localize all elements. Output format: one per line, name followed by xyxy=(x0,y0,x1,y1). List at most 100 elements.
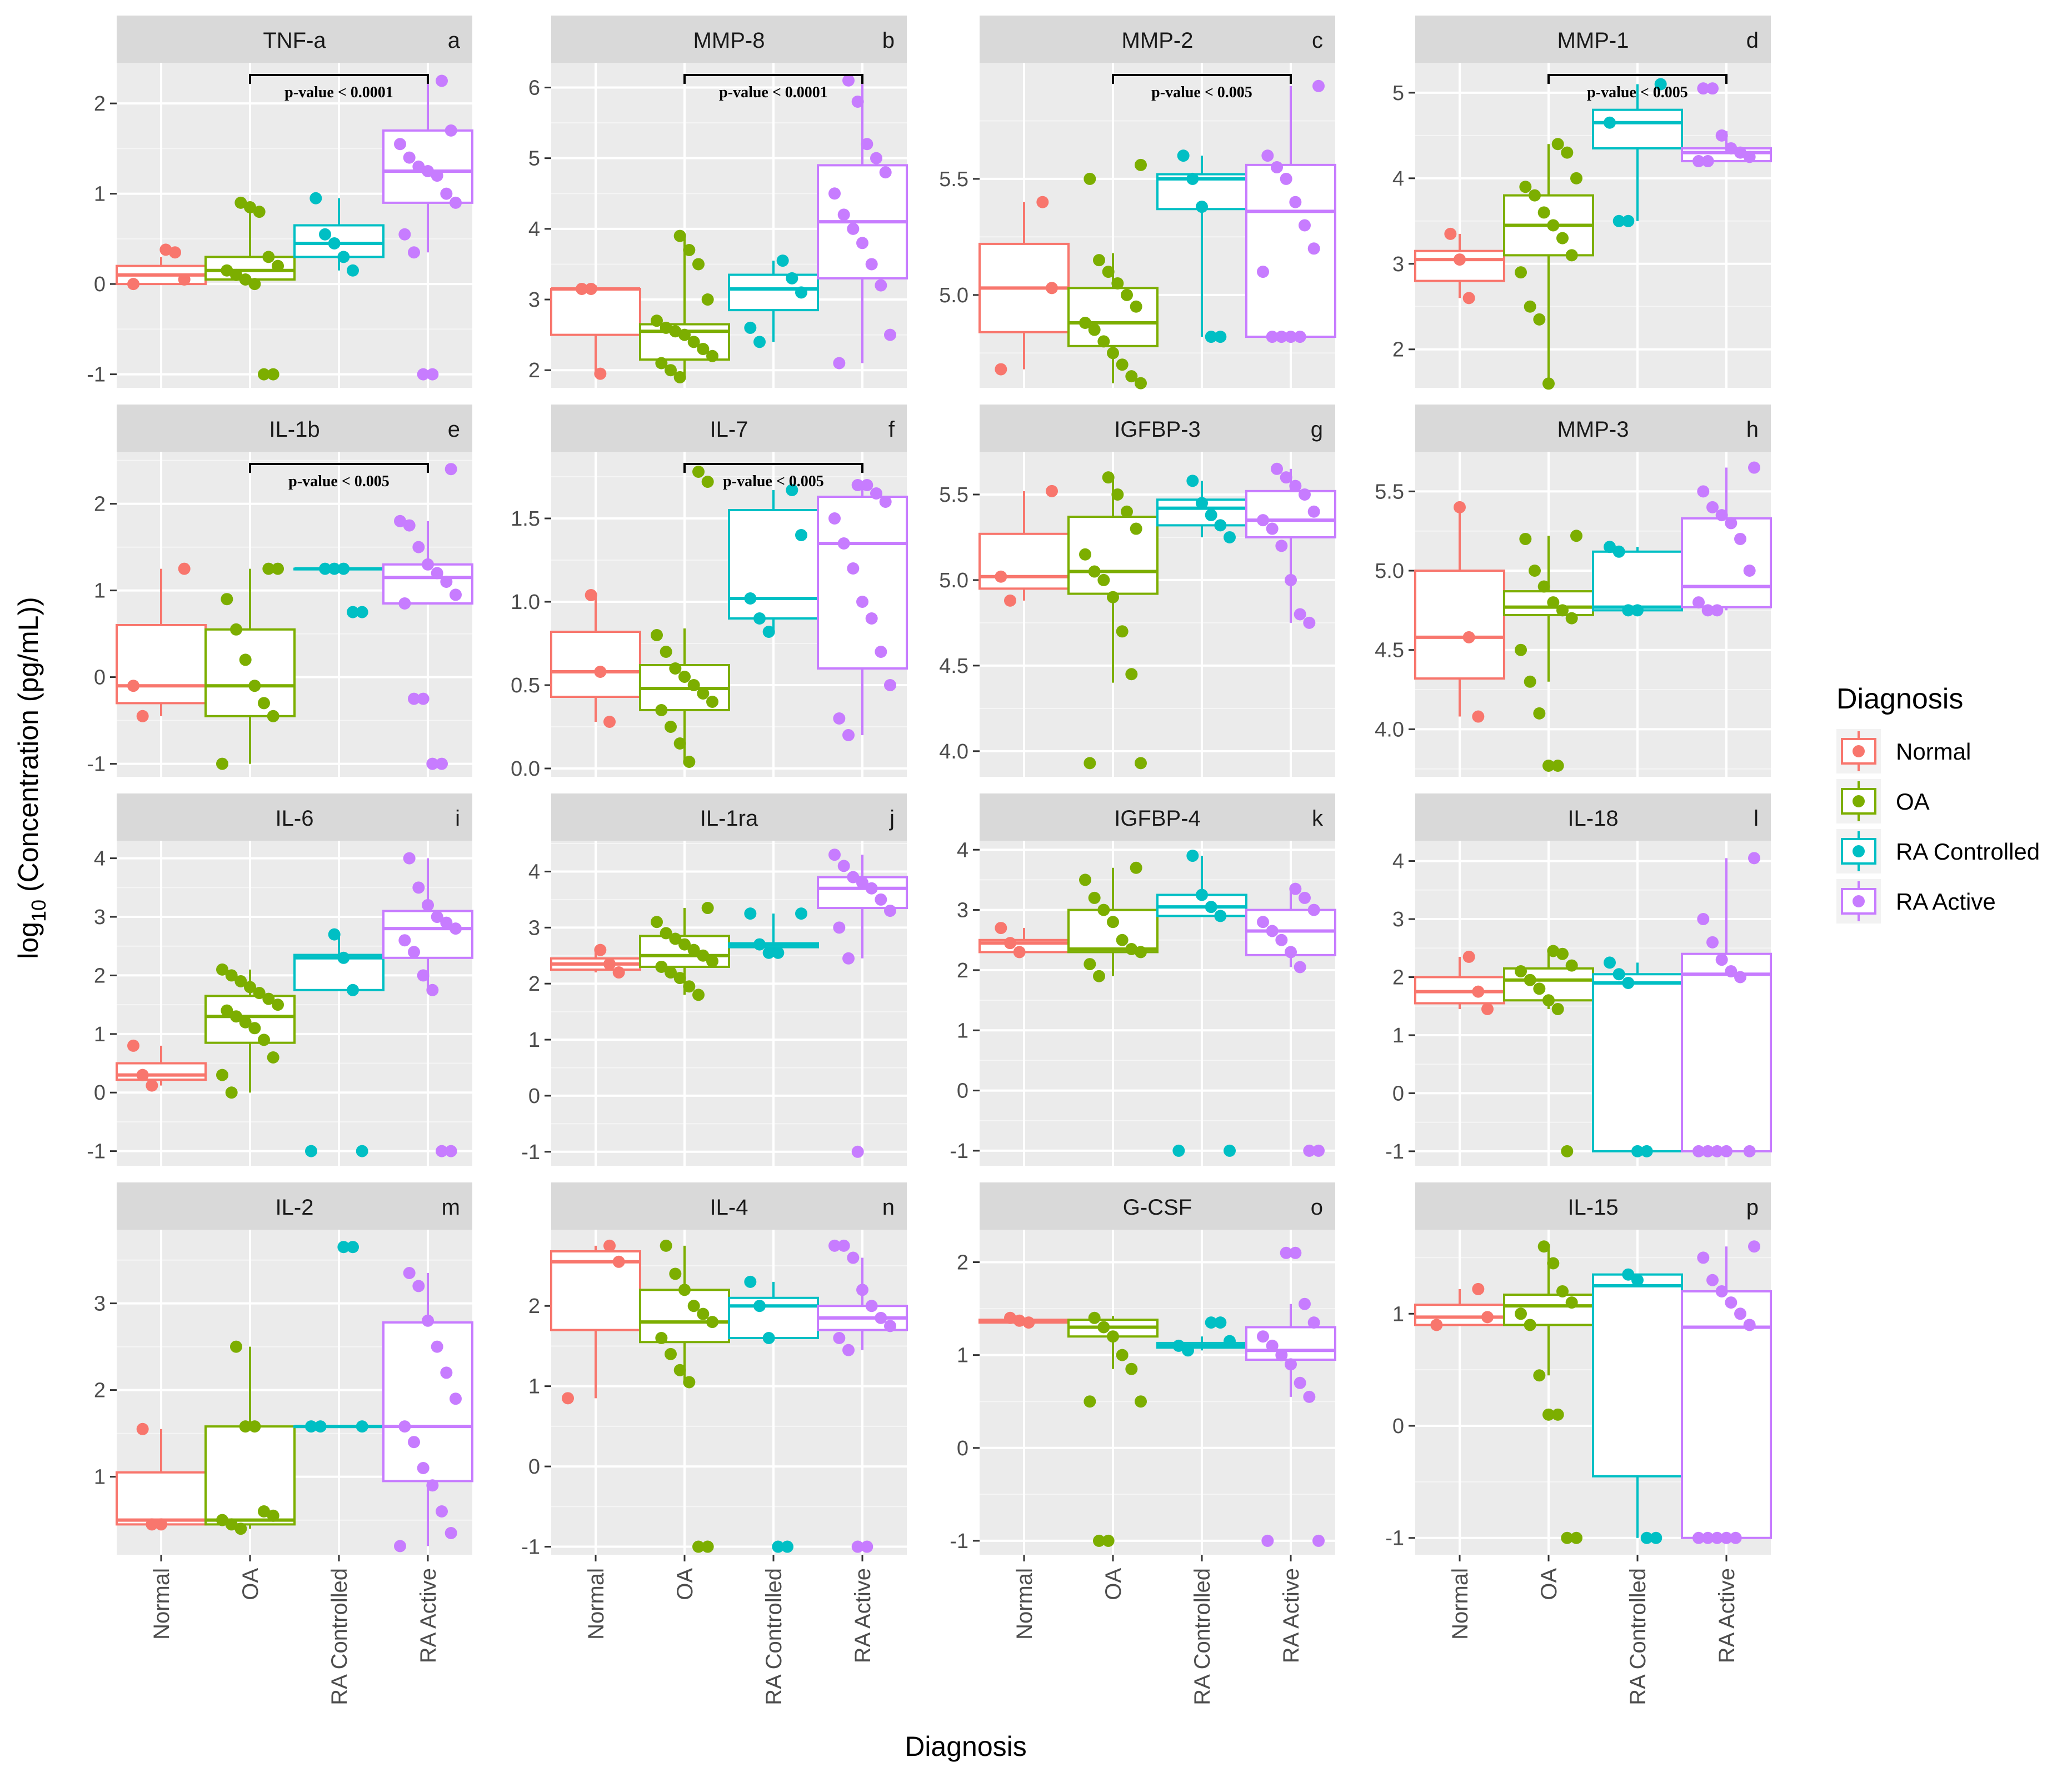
data-point xyxy=(440,187,453,200)
data-point xyxy=(1102,471,1115,484)
data-point xyxy=(1224,1144,1236,1157)
data-point xyxy=(1631,1145,1644,1157)
data-point xyxy=(450,588,462,601)
data-point xyxy=(673,229,686,242)
p-value-label: p-value < 0.005 xyxy=(288,473,390,490)
y-tick-label: 5 xyxy=(528,147,540,171)
data-point xyxy=(1214,331,1227,343)
y-tick-label: 0 xyxy=(957,1437,968,1460)
y-tick-label: 0 xyxy=(94,1081,106,1105)
data-point xyxy=(1135,946,1147,959)
box-g-0 xyxy=(978,491,1070,601)
data-point xyxy=(1079,548,1091,561)
data-point xyxy=(1135,377,1147,390)
data-point xyxy=(1565,612,1578,625)
y-tick-label: 2 xyxy=(957,1251,968,1275)
data-point xyxy=(875,279,887,292)
data-point xyxy=(1692,596,1705,609)
data-point xyxy=(225,969,238,982)
data-point xyxy=(669,662,682,675)
data-point xyxy=(828,512,841,525)
data-point xyxy=(1547,596,1560,609)
data-point xyxy=(445,1527,457,1539)
data-point xyxy=(408,1436,420,1449)
y-tick-label: 2 xyxy=(528,1295,540,1318)
y-tick-label: 4.0 xyxy=(939,740,968,763)
data-point xyxy=(744,907,757,920)
box-iqr xyxy=(1592,108,1683,149)
data-point xyxy=(1515,1307,1527,1320)
data-point xyxy=(1515,965,1527,978)
box-iqr xyxy=(1592,550,1683,612)
data-point xyxy=(267,1509,279,1522)
data-point xyxy=(328,928,341,941)
box-iqr xyxy=(382,910,473,959)
panel-letter: j xyxy=(889,806,895,831)
data-point xyxy=(837,537,850,550)
data-point xyxy=(272,999,284,1011)
panel-d: MMP-1 d 2 3 4 5 p-value < 0.005 xyxy=(1392,16,1772,390)
box-l-2 xyxy=(1592,962,1683,1152)
data-point xyxy=(239,1420,252,1433)
data-point xyxy=(398,597,411,610)
data-point xyxy=(239,273,252,286)
data-point xyxy=(1224,1335,1236,1347)
data-point xyxy=(1004,594,1016,607)
data-point xyxy=(1524,974,1536,986)
panel-letter: b xyxy=(882,28,895,53)
data-point xyxy=(1307,242,1320,255)
panel-l: IL-18 l -1 0 1 2 3 4 xyxy=(1385,793,1772,1166)
data-point xyxy=(1622,976,1635,989)
data-point xyxy=(1205,508,1217,521)
data-point xyxy=(1729,1531,1742,1544)
data-point xyxy=(842,1344,855,1356)
data-point xyxy=(230,1340,242,1353)
panel-title: MMP-8 xyxy=(693,28,765,53)
strip-h xyxy=(1415,405,1771,452)
data-point xyxy=(431,567,443,580)
legend-entry: RA Active xyxy=(1836,879,1996,924)
data-point xyxy=(1303,616,1316,629)
data-point xyxy=(753,938,766,951)
data-point xyxy=(225,1086,238,1099)
box-p-3 xyxy=(1681,1246,1772,1539)
data-point xyxy=(1294,608,1306,621)
y-tick-label: 6 xyxy=(528,77,540,100)
data-point xyxy=(706,1316,718,1329)
data-point xyxy=(1299,219,1311,232)
data-point xyxy=(1135,158,1147,171)
data-point xyxy=(127,680,139,692)
data-point xyxy=(258,1505,270,1518)
data-point xyxy=(1257,916,1269,929)
box-b-3 xyxy=(817,80,908,363)
data-point xyxy=(603,1239,616,1252)
data-point xyxy=(234,1523,247,1535)
data-point xyxy=(1186,850,1199,862)
data-point xyxy=(697,949,710,962)
data-point xyxy=(1125,668,1138,681)
data-point xyxy=(1565,959,1578,972)
data-point xyxy=(412,1280,425,1292)
data-point xyxy=(762,1332,775,1344)
data-point xyxy=(1515,643,1527,656)
data-point xyxy=(865,258,878,271)
p-value-label: p-value < 0.0001 xyxy=(284,84,393,101)
data-point xyxy=(1088,891,1101,904)
panel-title: IL-7 xyxy=(710,417,748,442)
data-point xyxy=(1271,161,1283,174)
data-point xyxy=(221,264,233,277)
data-point xyxy=(1084,958,1096,971)
data-point xyxy=(692,258,705,271)
data-point xyxy=(1275,331,1288,343)
data-point xyxy=(1650,1531,1662,1544)
data-point xyxy=(1551,760,1564,772)
data-point xyxy=(1542,1408,1555,1421)
data-point xyxy=(1299,1297,1311,1310)
data-point xyxy=(772,946,785,959)
data-point xyxy=(842,729,855,741)
data-point xyxy=(842,952,855,965)
data-point xyxy=(651,916,663,929)
data-point xyxy=(1116,625,1129,638)
box-iqr xyxy=(1245,490,1336,538)
data-point xyxy=(1121,288,1133,301)
